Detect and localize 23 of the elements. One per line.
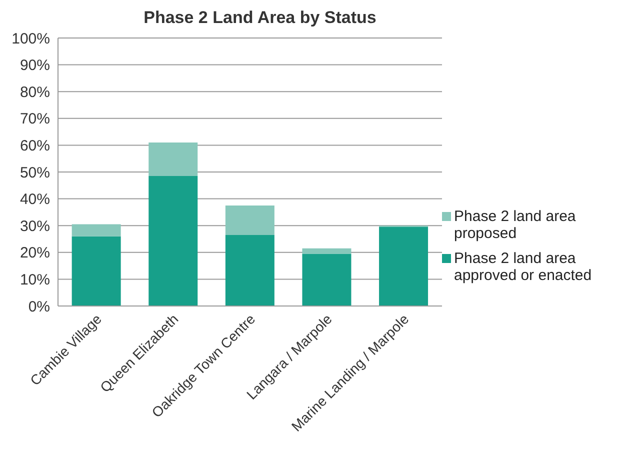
y-tick-label: 80% (20, 84, 50, 101)
legend-label: Phase 2 land area approved or enacted (454, 250, 593, 284)
y-tick-label: 0% (28, 298, 50, 316)
bar (379, 226, 428, 306)
bar (225, 206, 274, 235)
y-tick-label: 40% (20, 191, 50, 208)
bar (225, 234, 274, 306)
bar (302, 254, 352, 306)
y-tick-label: 100% (12, 30, 50, 48)
bar (148, 176, 198, 306)
y-tick-label: 20% (20, 244, 50, 262)
y-tick-label: 50% (20, 164, 50, 182)
y-tick-label: 60% (20, 138, 50, 155)
y-tick-label: 30% (20, 218, 50, 235)
y-tick-label: 10% (20, 272, 50, 289)
y-tick-label: 90% (20, 57, 50, 74)
chart-title: Phase 2 Land Area by Status (142, 8, 378, 28)
bar (148, 142, 198, 176)
legend-label: Phase 2 land area proposed (454, 208, 577, 242)
bar (72, 236, 121, 306)
bar (72, 224, 121, 236)
bar (302, 248, 352, 254)
y-tick-label: 70% (20, 110, 50, 128)
